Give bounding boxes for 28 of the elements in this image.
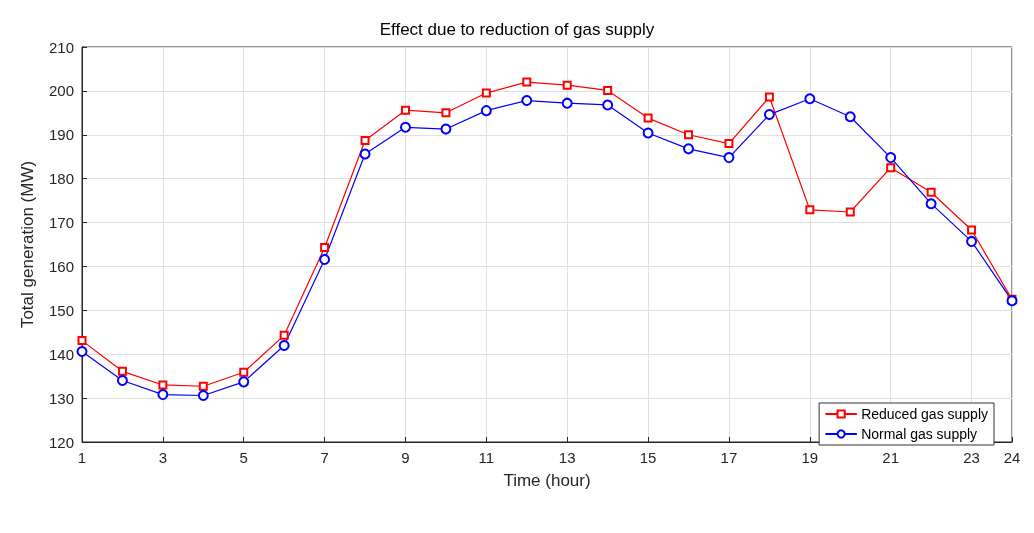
x-tick-label: 17 xyxy=(720,449,738,466)
y-tick-label: 150 xyxy=(48,301,74,319)
x-tick-label: 21 xyxy=(882,449,900,466)
y-tick-label: 140 xyxy=(48,345,74,363)
x-tick-label: 7 xyxy=(320,449,329,466)
legend-label: Normal gas supply xyxy=(861,426,978,442)
x-axis-title: Time (hour) xyxy=(503,471,591,490)
y-tick-label: 170 xyxy=(48,214,74,232)
y-tick-label: 160 xyxy=(48,257,74,275)
x-tick-label: 24 xyxy=(1003,449,1021,466)
x-tick-label: 11 xyxy=(478,449,495,466)
y-tick-label: 200 xyxy=(48,82,74,100)
y-tick-label: 210 xyxy=(48,38,74,56)
x-tick-label: 23 xyxy=(963,449,980,466)
y-tick-label: 190 xyxy=(48,126,74,144)
x-tick-label: 3 xyxy=(158,449,168,466)
x-tick-label: 9 xyxy=(401,449,410,466)
x-tick-label: 13 xyxy=(558,449,576,466)
y-axis-title: Total generation (MW) xyxy=(18,160,37,329)
x-tick-label: 19 xyxy=(801,449,819,466)
chart-title: Effect due to reduction of gas supply xyxy=(379,20,655,39)
x-tick-label: 5 xyxy=(239,449,248,466)
y-tick-label: 120 xyxy=(48,433,74,451)
y-tick-label: 130 xyxy=(48,389,74,407)
legend-label: Reduced gas supply xyxy=(861,406,989,422)
x-tick-label: 15 xyxy=(639,449,657,466)
x-tick-label: 1 xyxy=(77,449,87,466)
y-tick-label: 180 xyxy=(48,170,74,188)
